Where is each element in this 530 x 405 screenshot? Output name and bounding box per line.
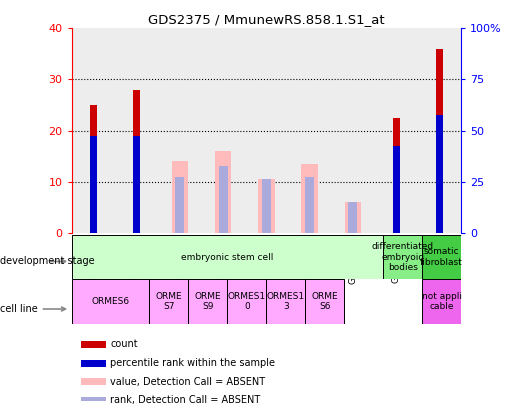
Text: ORME
S7: ORME S7 [156, 292, 182, 311]
Text: not appli
cable: not appli cable [422, 292, 462, 311]
Text: somatic
fibroblast: somatic fibroblast [420, 247, 463, 267]
Bar [418, 28, 461, 233]
Bar [375, 28, 418, 233]
Bar [72, 28, 115, 233]
Bar [288, 28, 331, 233]
Bar [189, 279, 227, 324]
Bar [149, 279, 189, 324]
Bar [158, 28, 201, 233]
Bar [227, 279, 267, 324]
Bar [218, 166, 227, 233]
Bar [436, 115, 443, 233]
Bar [436, 49, 443, 233]
Bar [348, 202, 357, 233]
Text: ORMES1
3: ORMES1 3 [267, 292, 305, 311]
Bar [90, 136, 96, 233]
Bar [258, 179, 275, 233]
Text: value, Detection Call = ABSENT: value, Detection Call = ABSENT [110, 377, 266, 387]
Text: embryonic stem cell: embryonic stem cell [181, 253, 273, 262]
Bar [81, 397, 106, 404]
Bar [72, 279, 149, 324]
Text: percentile rank within the sample: percentile rank within the sample [110, 358, 275, 368]
Text: count: count [110, 339, 138, 350]
Bar [172, 161, 188, 233]
Bar [133, 136, 140, 233]
Bar [331, 28, 375, 233]
Text: development stage: development stage [0, 256, 95, 266]
Bar [422, 235, 461, 279]
Text: ORME
S6: ORME S6 [312, 292, 338, 311]
Bar [302, 164, 318, 233]
Bar [262, 179, 271, 233]
Bar [267, 279, 305, 324]
Bar [72, 235, 383, 279]
Bar [133, 90, 140, 233]
Text: ORMES1
0: ORMES1 0 [228, 292, 266, 311]
Text: rank, Detection Call = ABSENT: rank, Detection Call = ABSENT [110, 395, 261, 405]
Text: ORME
S9: ORME S9 [195, 292, 221, 311]
Text: cell line: cell line [0, 304, 66, 314]
Bar [245, 28, 288, 233]
Bar [422, 279, 461, 324]
Title: GDS2375 / MmunewRS.858.1.S1_at: GDS2375 / MmunewRS.858.1.S1_at [148, 13, 385, 26]
Bar [383, 235, 422, 279]
Bar [81, 378, 106, 385]
Bar [215, 151, 231, 233]
Bar [393, 146, 400, 233]
Bar [115, 28, 158, 233]
Bar [305, 279, 344, 324]
Bar [90, 105, 96, 233]
Bar [81, 341, 106, 348]
Bar [344, 202, 361, 233]
Bar [81, 360, 106, 367]
Text: differentiated
embryoid
bodies: differentiated embryoid bodies [372, 242, 434, 272]
Bar [175, 177, 184, 233]
Bar [201, 28, 245, 233]
Text: ORMES6: ORMES6 [92, 297, 129, 306]
Bar [305, 177, 314, 233]
Bar [393, 118, 400, 233]
